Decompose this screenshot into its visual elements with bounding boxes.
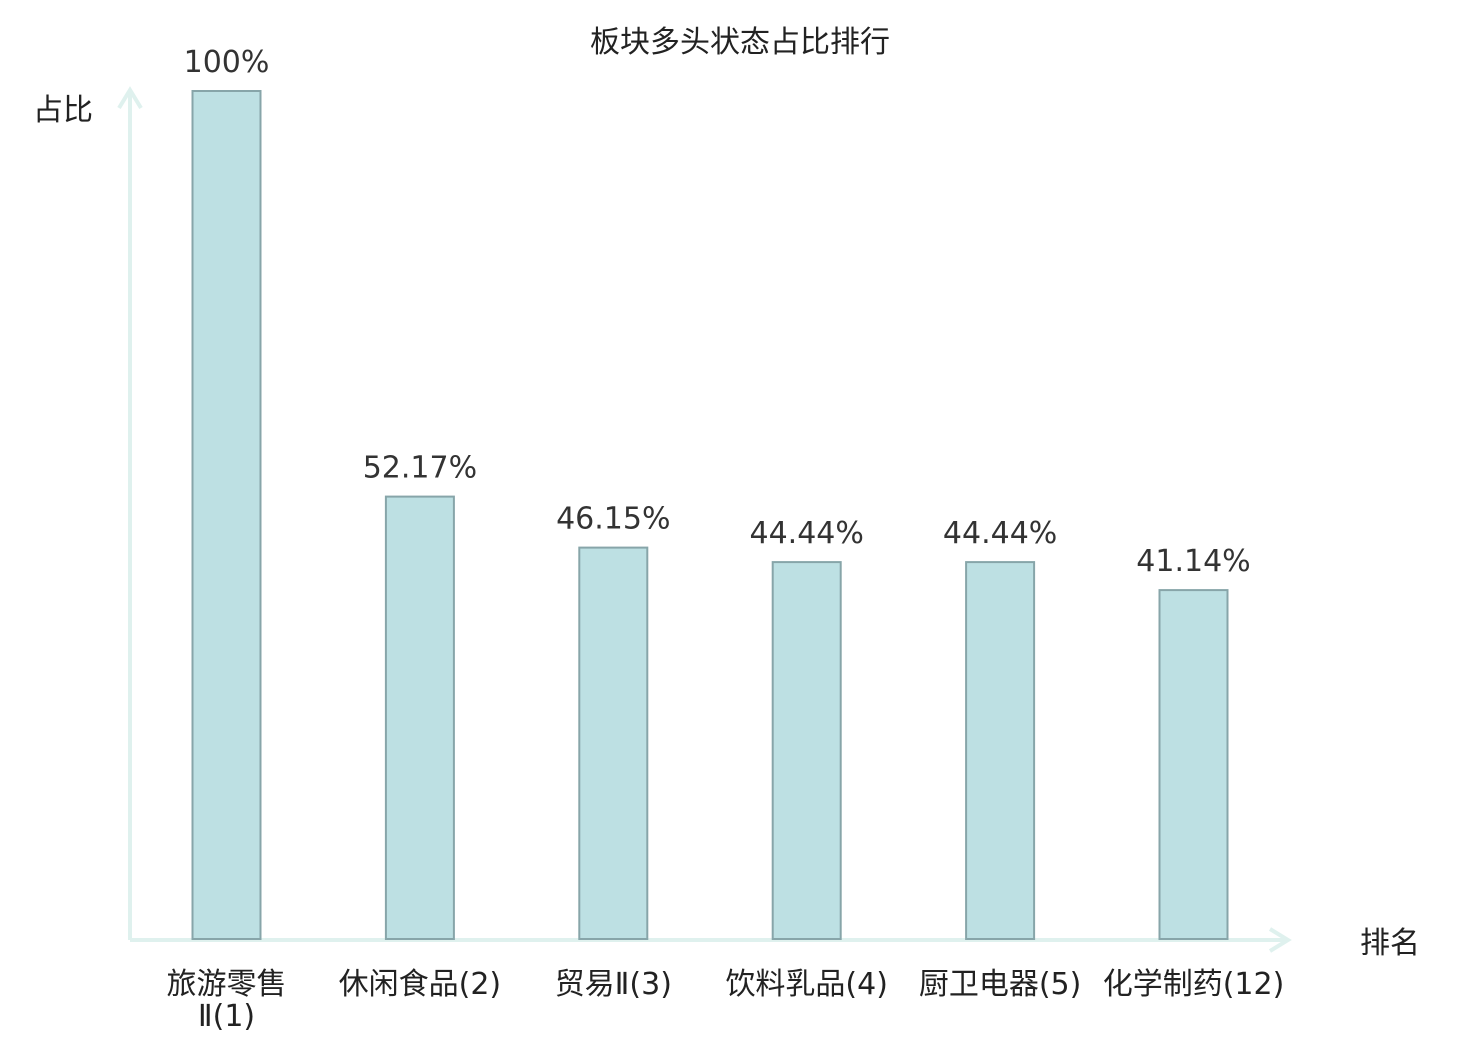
category-label-1-suffix: Ⅱ(1) — [198, 999, 255, 1034]
category-label-6: 化学制药(12) — [1103, 967, 1285, 1002]
bar-2 — [384, 495, 455, 940]
category-label-3: 贸易Ⅱ(3) — [555, 967, 672, 1002]
bar-1 — [191, 90, 262, 940]
bar-3 — [578, 546, 649, 940]
value-labels: 100% 52.17% 46.15% 44.44% 44.44% 41.14% — [184, 45, 1251, 579]
x-axis — [130, 927, 1292, 953]
bar-4 — [771, 561, 842, 940]
category-label-2: 休闲食品(2) — [339, 967, 502, 1002]
chart-title: 板块多头状态占比排行 — [590, 25, 890, 60]
category-label-4: 饮料乳品(4) — [725, 967, 888, 1002]
value-label-1: 100% — [184, 45, 270, 80]
value-label-2: 52.17% — [363, 451, 477, 486]
value-label-5: 44.44% — [943, 516, 1057, 551]
x-axis-label: 排名 — [1360, 926, 1420, 961]
value-label-6: 41.14% — [1136, 544, 1250, 579]
value-label-4: 44.44% — [750, 516, 864, 551]
value-label-3: 46.15% — [556, 502, 670, 537]
bar-6 — [1158, 589, 1229, 940]
category-label-5: 厨卫电器(5) — [919, 967, 1082, 1002]
category-label-1: 旅游零售 — [167, 967, 287, 1002]
bars — [191, 90, 1229, 940]
bar-5 — [965, 561, 1036, 940]
y-axis — [117, 86, 143, 940]
y-axis-arrow-icon — [117, 86, 143, 110]
y-axis-label: 占比 — [33, 93, 93, 128]
x-axis-arrow-icon — [1268, 927, 1292, 953]
